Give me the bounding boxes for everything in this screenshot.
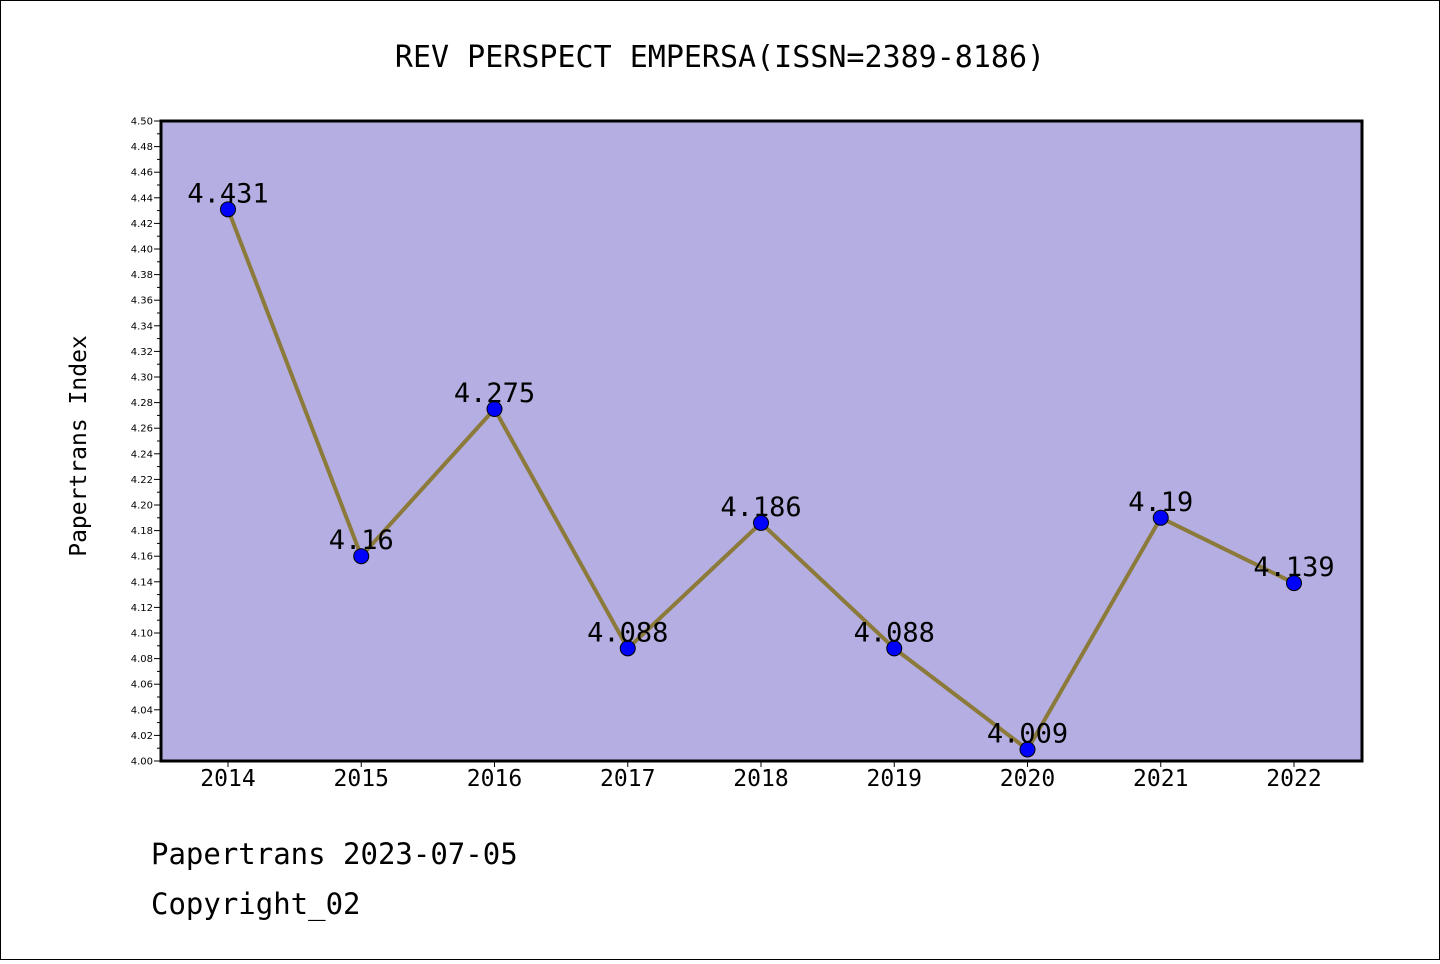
data-point	[353, 548, 370, 565]
y-tick-label: 4.20	[131, 501, 153, 512]
x-tick-label: 2015	[334, 766, 389, 792]
data-label: 4.431	[187, 178, 268, 209]
y-tick-label: 4.10	[131, 629, 153, 640]
y-tick-label: 4.06	[131, 680, 153, 691]
footer-date: Papertrans 2023-07-05	[151, 837, 518, 871]
y-tick-label: 4.28	[131, 398, 153, 409]
x-tick-label: 2020	[1000, 766, 1055, 792]
data-point	[886, 640, 903, 657]
y-tick-label: 4.32	[131, 347, 153, 358]
y-tick-label: 4.22	[131, 475, 153, 486]
data-label: 4.139	[1253, 552, 1334, 583]
y-axis-label: Papertrans Index	[66, 335, 92, 557]
y-tick-label: 4.02	[131, 731, 153, 742]
data-label: 4.16	[329, 525, 394, 556]
y-tick-label: 4.16	[131, 552, 153, 563]
x-tick-label: 2022	[1266, 766, 1321, 792]
data-label: 4.186	[720, 492, 801, 523]
y-tick-label: 4.44	[131, 193, 153, 204]
x-tick-label: 2014	[200, 766, 255, 792]
chart-title: REV PERSPECT EMPERSA(ISSN=2389-8186)	[395, 40, 1045, 75]
data-point	[486, 401, 503, 417]
y-tick-label: 4.36	[131, 296, 153, 307]
y-tick-label: 4.24	[131, 449, 153, 460]
plot-area	[159, 119, 1364, 763]
y-tick-label: 4.42	[131, 219, 153, 230]
x-tick-label: 2019	[867, 766, 922, 792]
x-tick-label: 2017	[600, 766, 655, 792]
x-tick-label: 2016	[467, 766, 522, 792]
y-tick-label: 4.14	[131, 577, 153, 588]
x-tick-label: 2018	[733, 766, 788, 792]
data-point	[1019, 741, 1036, 758]
y-tick-label: 4.38	[131, 270, 153, 281]
data-label: 4.19	[1128, 487, 1193, 518]
y-tick-label: 4.50	[131, 117, 153, 128]
y-tick-label: 4.08	[131, 654, 153, 665]
data-point	[220, 201, 236, 218]
data-point	[1286, 575, 1302, 592]
data-series: 4.431 4.16 4.275 4.088 4.186 4.088 4.009 4.19 4.…	[187, 178, 1335, 758]
data-point	[753, 514, 769, 531]
y-axis: 4.00 4.02 4.04 4.06 4.08 4.10 4.12 4.14 4.16 4.18…	[131, 117, 161, 768]
y-tick-label: 4.46	[131, 168, 153, 179]
data-label: 4.275	[454, 378, 535, 409]
y-tick-label: 4.26	[131, 424, 153, 435]
y-tick-label: 4.34	[131, 321, 153, 332]
y-tick-label: 4.48	[131, 142, 153, 153]
x-axis: 2014 2015 2016 2017 2018 2019 2020 2021 2022	[200, 761, 1322, 792]
data-label: 4.088	[854, 617, 935, 648]
y-tick-label: 4.12	[131, 603, 153, 614]
y-tick-label: 4.00	[131, 757, 153, 768]
y-tick-label: 4.40	[131, 245, 153, 256]
data-point	[619, 640, 636, 657]
y-tick-label: 4.18	[131, 526, 153, 537]
data-label: 4.009	[987, 718, 1068, 749]
footer-copyright: Copyright_02	[151, 887, 361, 921]
y-tick-label: 4.04	[131, 705, 153, 716]
data-label: 4.088	[587, 617, 668, 648]
x-tick-label: 2021	[1133, 766, 1188, 792]
y-tick-label: 4.30	[131, 373, 153, 384]
data-point	[1152, 509, 1169, 526]
